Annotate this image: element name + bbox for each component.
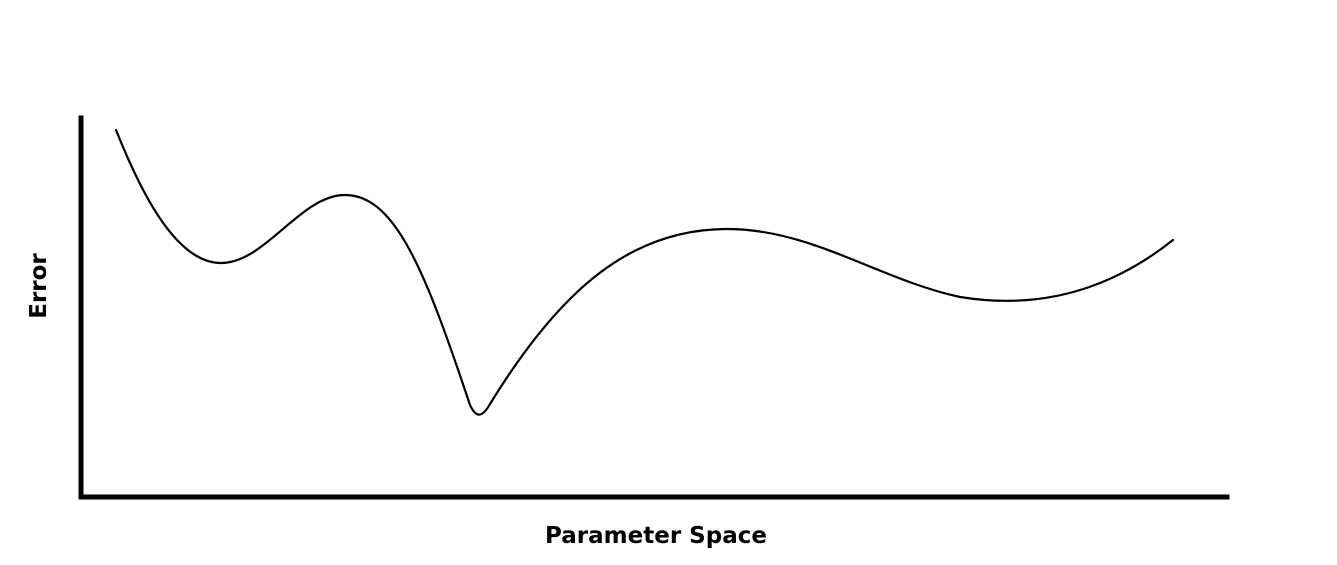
y-axis-label: Error	[26, 253, 52, 319]
error-curve	[114, 128, 1175, 416]
x-axis-label: Parameter Space	[545, 523, 767, 549]
